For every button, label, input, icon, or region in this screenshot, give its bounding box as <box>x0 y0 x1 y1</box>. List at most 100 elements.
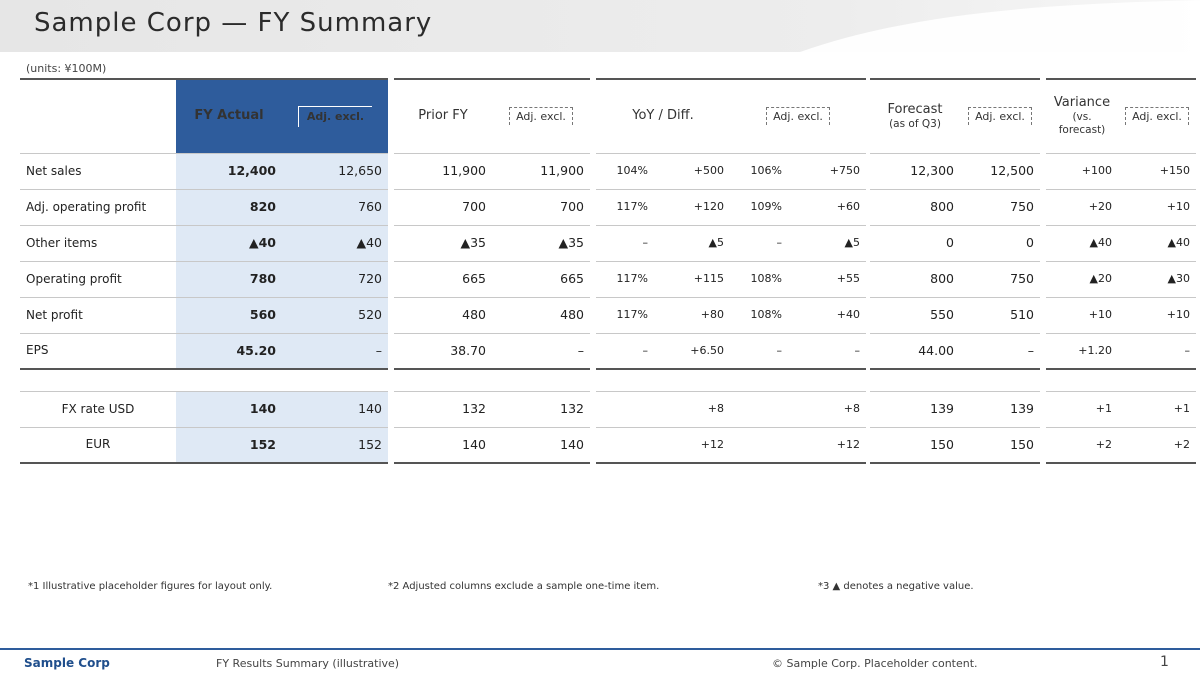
prior-excl-value: 480 <box>492 296 590 333</box>
forecast-value: 0 <box>870 224 960 261</box>
current-excl-value: 760 <box>282 188 388 225</box>
row-label: EPS <box>20 332 176 369</box>
yoy-excl-diff: – <box>788 332 867 369</box>
fx-forecast-excl: 150 <box>960 426 1040 464</box>
prior-value: 700 <box>394 188 492 225</box>
forecast-excl-value: – <box>960 332 1040 369</box>
spacer <box>20 368 176 391</box>
fx-prior: 132 <box>394 390 492 427</box>
prior-excl-value: 700 <box>492 188 590 225</box>
yoy-diff: +500 <box>654 152 730 189</box>
yoy-excl-ratio: – <box>730 224 788 261</box>
yoy-excl-diff: ▲5 <box>788 224 867 261</box>
prior-value: 665 <box>394 260 492 297</box>
variance-date: (vs. forecast) <box>1058 111 1106 137</box>
yoy-ratio: 104% <box>596 152 654 189</box>
yoy-ratio: – <box>596 224 654 261</box>
row-label: Net profit <box>20 296 176 333</box>
current-excl-value: 720 <box>282 260 388 297</box>
prior-value: 11,900 <box>394 152 492 189</box>
prior-excl-value: 665 <box>492 260 590 297</box>
forecast-excl-value: 0 <box>960 224 1040 261</box>
variance-header: Variance <box>1053 95 1111 110</box>
prior-value: 38.70 <box>394 332 492 369</box>
spacer <box>1046 368 1118 391</box>
current-excl-value: ▲40 <box>282 224 388 261</box>
yoy-header: YoY / Diff. <box>596 78 730 153</box>
brand-logo: Sample Corp <box>24 656 110 670</box>
fx-variance: +1 <box>1046 390 1118 427</box>
yoy-excl-diff: +60 <box>788 188 867 225</box>
forecast-excl-value: 12,500 <box>960 152 1040 189</box>
prior-excl-value: 11,900 <box>492 152 590 189</box>
prior-header: Prior FY <box>394 78 492 153</box>
spacer <box>176 368 282 391</box>
yoy-excl-ratio: – <box>730 332 788 369</box>
fx-prior-excl: 132 <box>492 390 590 427</box>
current-value: ▲40 <box>176 224 282 261</box>
page-number: 1 <box>1160 654 1169 670</box>
current-value: 560 <box>176 296 282 333</box>
footnote-1: *1 Illustrative placeholder figures for … <box>28 581 273 592</box>
forecast-value: 800 <box>870 188 960 225</box>
yoy-ratio: 117% <box>596 188 654 225</box>
copyright: © Sample Corp. Placeholder content. <box>772 657 978 670</box>
spacer <box>730 368 788 391</box>
variance-excl-value: +150 <box>1118 152 1196 189</box>
variance-excl-value: ▲30 <box>1118 260 1196 297</box>
variance-value: +10 <box>1046 296 1118 333</box>
current-excl-header: Adj. excl. <box>297 105 373 127</box>
yoy-diff: +120 <box>654 188 730 225</box>
decorative-swoosh <box>800 0 1200 52</box>
spacer <box>870 368 960 391</box>
yoy-excl-diff: +55 <box>788 260 867 297</box>
fx-group-label: FX rate <box>61 401 105 416</box>
variance-excl-value: +10 <box>1118 188 1196 225</box>
fx-yoy-excl: +12 <box>730 426 867 464</box>
fx-forecast-excl: 139 <box>960 390 1040 427</box>
fx-current: 140 <box>176 390 282 427</box>
unit-label: (units: ¥100M) <box>26 62 107 75</box>
yoy-excl-ratio: 106% <box>730 152 788 189</box>
yoy-group: YoY / Diff. Adj. excl. 104% +500 106% +750 1… <box>596 78 867 568</box>
yoy-ratio: – <box>596 332 654 369</box>
footer-rule <box>0 648 1200 650</box>
row-label: Other items <box>20 224 176 261</box>
variance-value: +100 <box>1046 152 1118 189</box>
spacer <box>654 368 730 391</box>
forecast-header: Forecast <box>887 101 943 117</box>
forecast-date: (as of Q3) <box>889 117 941 130</box>
yoy-excl-ratio: 109% <box>730 188 788 225</box>
variance-excl-value: ▲40 <box>1118 224 1196 261</box>
prior-excl-header: Adj. excl. <box>509 107 573 126</box>
fx-forecast: 139 <box>870 390 960 427</box>
variance-excl-value: – <box>1118 332 1196 369</box>
fx-yoy: +12 <box>596 426 730 464</box>
page-title: Sample Corp — FY Summary <box>34 8 433 38</box>
current-excl-value: 12,650 <box>282 152 388 189</box>
variance-value: ▲40 <box>1046 224 1118 261</box>
row-label: Net sales <box>20 152 176 189</box>
variance-value: +1.20 <box>1046 332 1118 369</box>
spacer <box>492 368 590 391</box>
fx-current-excl: 140 <box>282 390 388 427</box>
prior-excl-value: – <box>492 332 590 369</box>
current-excl-value: – <box>282 332 388 369</box>
forecast-value: 12,300 <box>870 152 960 189</box>
variance-value: +20 <box>1046 188 1118 225</box>
fx-yoy: +8 <box>596 390 730 427</box>
yoy-excl-diff: +750 <box>788 152 867 189</box>
footer: Sample Corp FY Results Summary (illustra… <box>0 652 1200 675</box>
yoy-excl-ratio: 108% <box>730 296 788 333</box>
spacer <box>596 368 654 391</box>
forecast-value: 800 <box>870 260 960 297</box>
fx-variance-excl: +1 <box>1118 390 1196 427</box>
fx-prior-excl: 140 <box>492 426 590 464</box>
spacer <box>960 368 1040 391</box>
forecast-value: 44.00 <box>870 332 960 369</box>
yoy-excl-header: Adj. excl. <box>766 107 830 126</box>
yoy-excl-ratio: 108% <box>730 260 788 297</box>
variance-excl-header: Adj. excl. <box>1125 107 1189 126</box>
yoy-diff: ▲5 <box>654 224 730 261</box>
title-bar: Sample Corp — FY Summary <box>0 0 1200 52</box>
